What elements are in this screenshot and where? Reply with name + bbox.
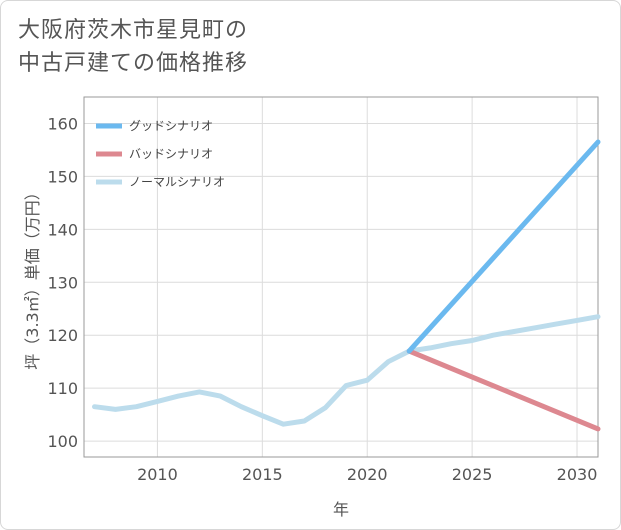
series-line-2 [92, 314, 601, 427]
x-tick-label: 2020 [347, 465, 388, 484]
legend-label: バッドシナリオ [129, 147, 213, 161]
x-tick-label: 2015 [242, 465, 283, 484]
y-tick-label: 110 [47, 379, 78, 398]
x-tick-label: 2025 [452, 465, 493, 484]
chart-title-line-2: 中古戸建ての価格推移 [18, 51, 249, 76]
x-tick-label: 2010 [137, 465, 178, 484]
grid-lines [84, 97, 598, 457]
y-tick-label: 150 [47, 167, 78, 186]
y-tick-label: 120 [47, 326, 78, 345]
legend-label: グッドシナリオ [129, 119, 213, 133]
axis-ticks: 2010 2015 2020 2025 2030 100 110 120 130 140 150 16… [47, 114, 597, 484]
series-line-1 [406, 348, 601, 432]
series-lines [92, 139, 601, 432]
x-tick-label: 2030 [557, 465, 598, 484]
y-tick-label: 100 [47, 432, 78, 451]
y-tick-label: 160 [47, 114, 78, 133]
legend-label: ノーマルシナリオ [129, 175, 225, 189]
series-line-0 [406, 139, 601, 354]
y-axis-label: 坪（3.3㎡）単価（万円） [23, 184, 42, 369]
chart-title-line-1: 大阪府茨木市星見町の [18, 18, 249, 43]
x-axis-label: 年 [333, 500, 349, 519]
y-tick-label: 140 [47, 220, 78, 239]
y-tick-label: 130 [47, 273, 78, 292]
plot-area-border [83, 96, 599, 458]
chart-title: 大阪府茨木市星見町の 中古戸建ての価格推移 [18, 14, 248, 80]
